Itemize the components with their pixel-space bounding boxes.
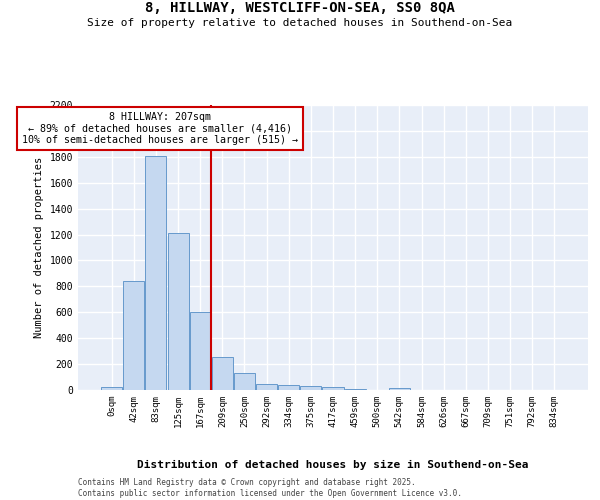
Bar [124,281,145,390]
Bar [301,386,322,390]
Bar [101,388,122,390]
Bar [212,357,233,390]
Bar [145,156,166,390]
Bar [190,312,211,390]
Y-axis label: Number of detached properties: Number of detached properties [34,157,44,338]
Bar [344,388,365,390]
Bar [167,233,188,390]
Text: Distribution of detached houses by size in Southend-on-Sea: Distribution of detached houses by size … [137,460,529,469]
Bar [389,388,410,390]
Bar [234,373,255,390]
Bar [322,388,344,390]
Bar [256,384,277,390]
Text: Size of property relative to detached houses in Southend-on-Sea: Size of property relative to detached ho… [88,18,512,28]
Bar [278,385,299,390]
Text: 8, HILLWAY, WESTCLIFF-ON-SEA, SS0 8QA: 8, HILLWAY, WESTCLIFF-ON-SEA, SS0 8QA [145,2,455,16]
Text: 8 HILLWAY: 207sqm
← 89% of detached houses are smaller (4,416)
10% of semi-detac: 8 HILLWAY: 207sqm ← 89% of detached hous… [22,112,298,146]
Text: Contains HM Land Registry data © Crown copyright and database right 2025.
Contai: Contains HM Land Registry data © Crown c… [78,478,462,498]
